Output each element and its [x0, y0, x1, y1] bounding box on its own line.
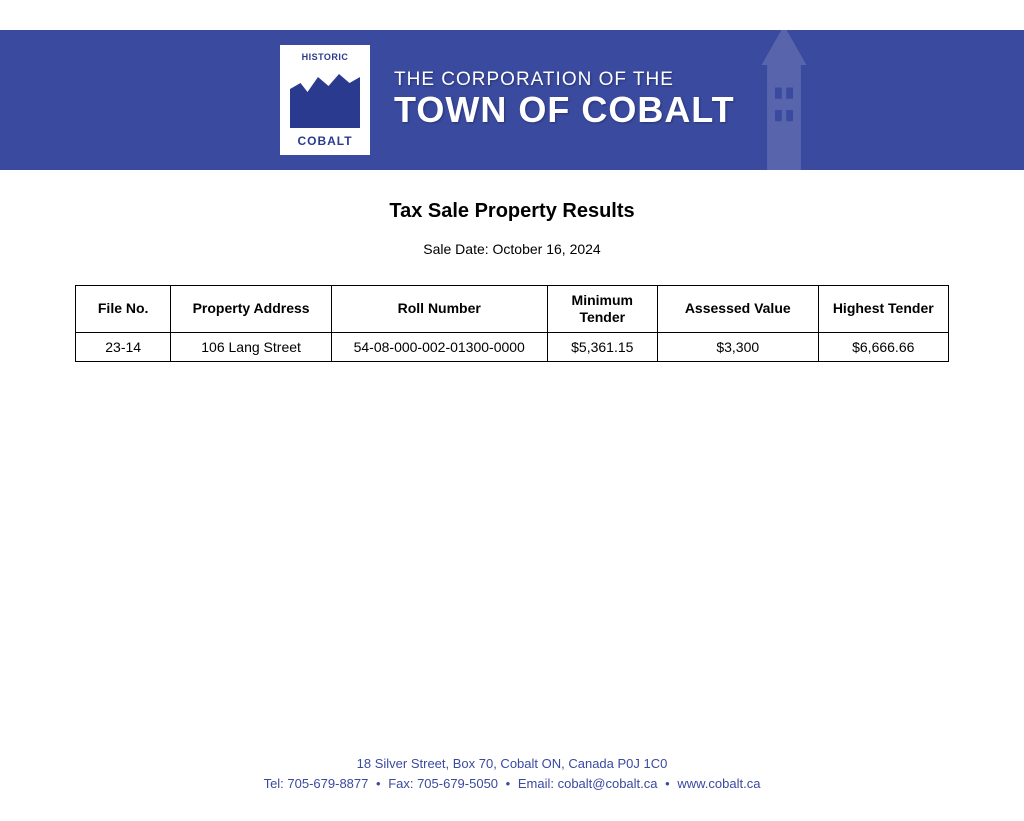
- header-banner: HISTORIC COBALT THE CORPORATION OF THE T…: [0, 30, 1024, 170]
- col-header-file-no: File No.: [76, 286, 171, 333]
- separator-dot: •: [376, 776, 381, 791]
- cell-highest-tender: $6,666.66: [818, 332, 948, 361]
- table-row: 23-14 106 Lang Street 54-08-000-002-0130…: [76, 332, 949, 361]
- footer-contact-line: Tel: 705-679-8877 • Fax: 705-679-5050 • …: [0, 774, 1024, 794]
- footer: 18 Silver Street, Box 70, Cobalt ON, Can…: [0, 754, 1024, 793]
- main-content: Tax Sale Property Results Sale Date: Oct…: [0, 170, 1024, 362]
- separator-dot: •: [665, 776, 670, 791]
- cell-minimum-tender: $5,361.15: [547, 332, 657, 361]
- cell-file-no: 23-14: [76, 332, 171, 361]
- cell-assessed-value: $3,300: [657, 332, 818, 361]
- col-header-roll-number: Roll Number: [331, 286, 547, 333]
- banner-title: TOWN OF COBALT: [394, 89, 735, 131]
- logo-bottom-text: COBALT: [297, 134, 352, 148]
- results-table: File No. Property Address Roll Number Mi…: [75, 285, 949, 362]
- logo-top-text: HISTORIC: [302, 52, 349, 62]
- cell-property-address: 106 Lang Street: [171, 332, 332, 361]
- page-title: Tax Sale Property Results: [75, 200, 949, 223]
- banner-subtitle: THE CORPORATION OF THE: [394, 69, 735, 91]
- col-header-minimum-tender-text: MinimumTender: [572, 292, 633, 325]
- footer-address: 18 Silver Street, Box 70, Cobalt ON, Can…: [0, 754, 1024, 774]
- logo-mining-icon: [290, 68, 360, 128]
- footer-web: www.cobalt.ca: [677, 776, 760, 791]
- footer-email: Email: cobalt@cobalt.ca: [518, 776, 658, 791]
- col-header-property-address: Property Address: [171, 286, 332, 333]
- cell-roll-number: 54-08-000-002-01300-0000: [331, 332, 547, 361]
- cobalt-logo: HISTORIC COBALT: [280, 45, 370, 155]
- separator-dot: •: [506, 776, 511, 791]
- col-header-highest-tender: Highest Tender: [818, 286, 948, 333]
- watermark-tower-icon: [724, 30, 844, 170]
- footer-fax: Fax: 705-679-5050: [388, 776, 498, 791]
- sale-date: Sale Date: October 16, 2024: [75, 241, 949, 257]
- col-header-minimum-tender: MinimumTender: [547, 286, 657, 333]
- banner-title-block: THE CORPORATION OF THE TOWN OF COBALT: [394, 69, 735, 131]
- col-header-assessed-value: Assessed Value: [657, 286, 818, 333]
- footer-tel: Tel: 705-679-8877: [264, 776, 369, 791]
- table-header-row: File No. Property Address Roll Number Mi…: [76, 286, 949, 333]
